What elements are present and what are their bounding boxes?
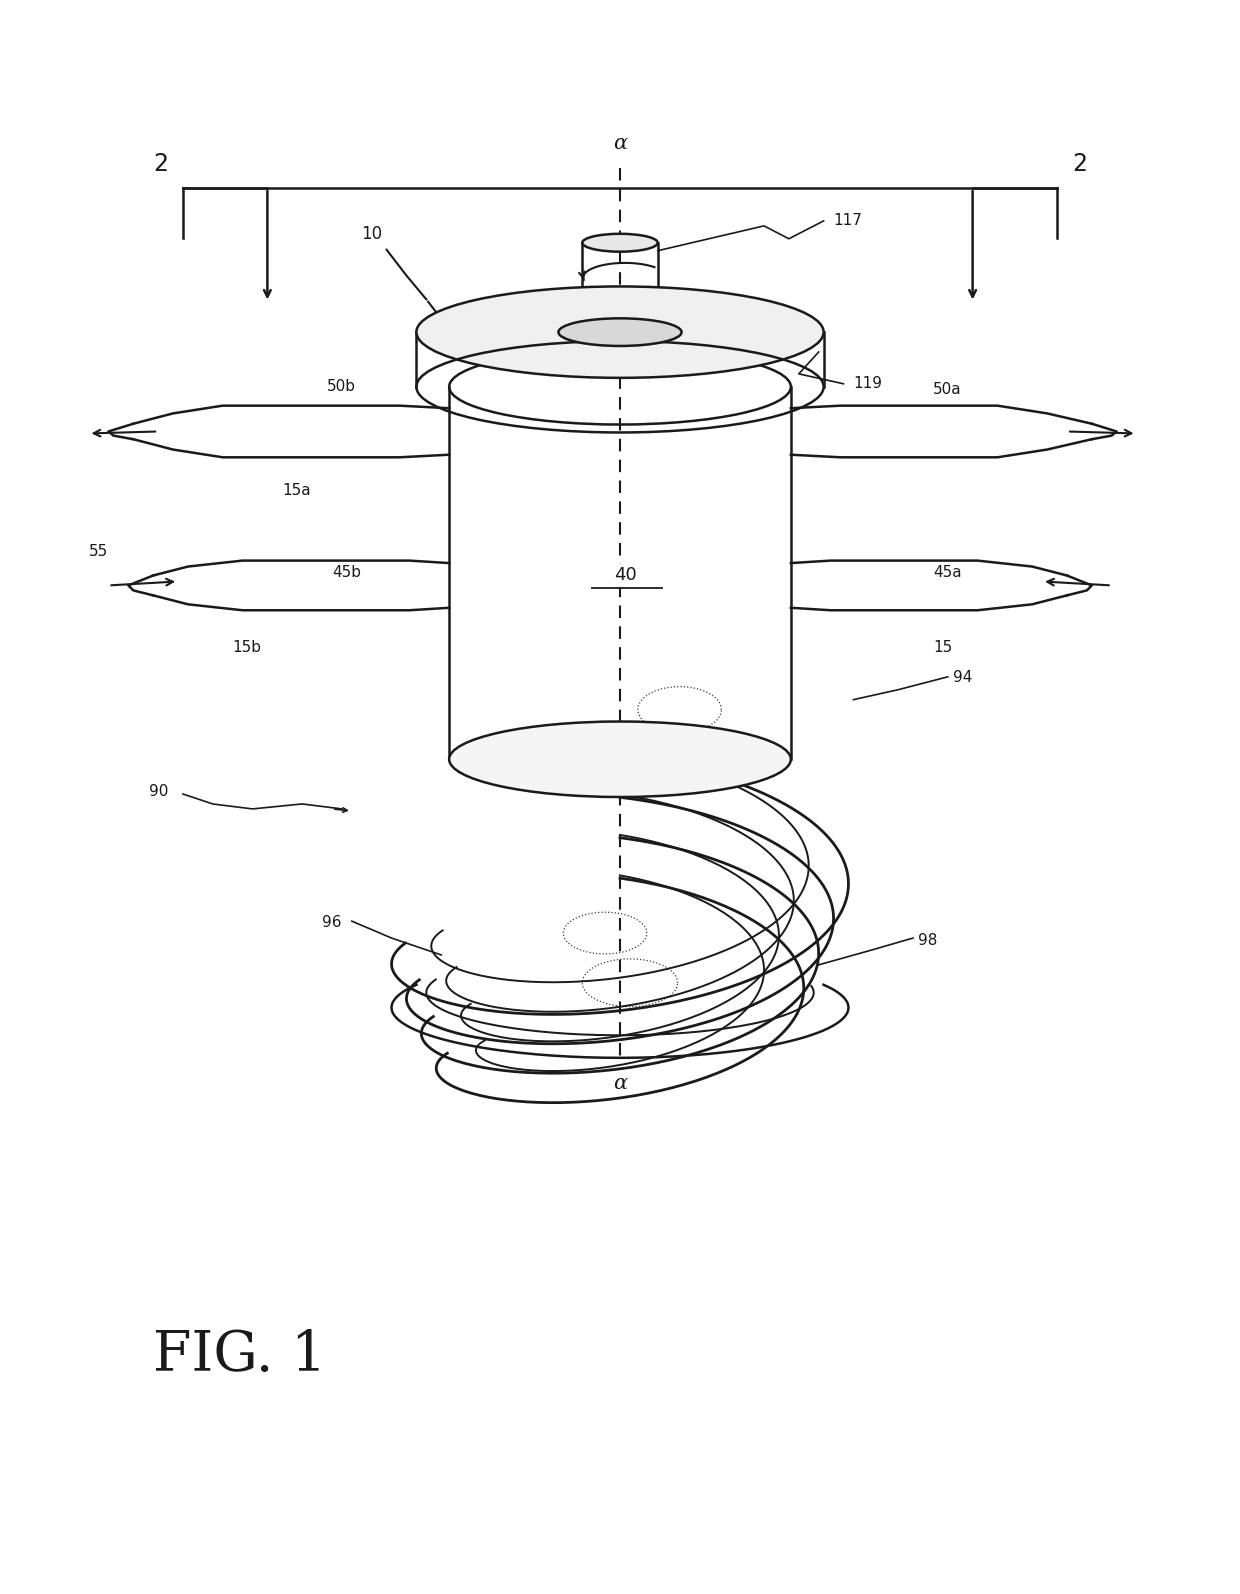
Text: 94: 94 xyxy=(952,669,972,685)
Text: 2: 2 xyxy=(153,151,169,177)
Text: 50b: 50b xyxy=(327,379,356,394)
Text: 119: 119 xyxy=(853,376,883,391)
Text: 40: 40 xyxy=(614,566,636,585)
Text: 55: 55 xyxy=(88,544,108,559)
Ellipse shape xyxy=(417,287,823,378)
Ellipse shape xyxy=(449,722,791,797)
Text: 45b: 45b xyxy=(332,566,361,580)
Text: 10: 10 xyxy=(361,225,382,242)
Text: 2: 2 xyxy=(1071,151,1087,177)
Text: 98: 98 xyxy=(918,932,937,948)
Ellipse shape xyxy=(558,319,682,346)
Text: 117: 117 xyxy=(833,214,863,228)
Text: 15: 15 xyxy=(932,641,952,655)
Text: 15b: 15b xyxy=(233,641,262,655)
Text: 15a: 15a xyxy=(283,483,311,497)
Ellipse shape xyxy=(583,234,657,252)
Text: α: α xyxy=(613,1074,627,1093)
Text: 90: 90 xyxy=(149,784,169,799)
Text: α: α xyxy=(613,134,627,153)
Text: 96: 96 xyxy=(322,915,342,931)
Text: FIG. 1: FIG. 1 xyxy=(154,1328,326,1382)
Text: 45a: 45a xyxy=(932,566,961,580)
Text: 50a: 50a xyxy=(932,381,961,397)
